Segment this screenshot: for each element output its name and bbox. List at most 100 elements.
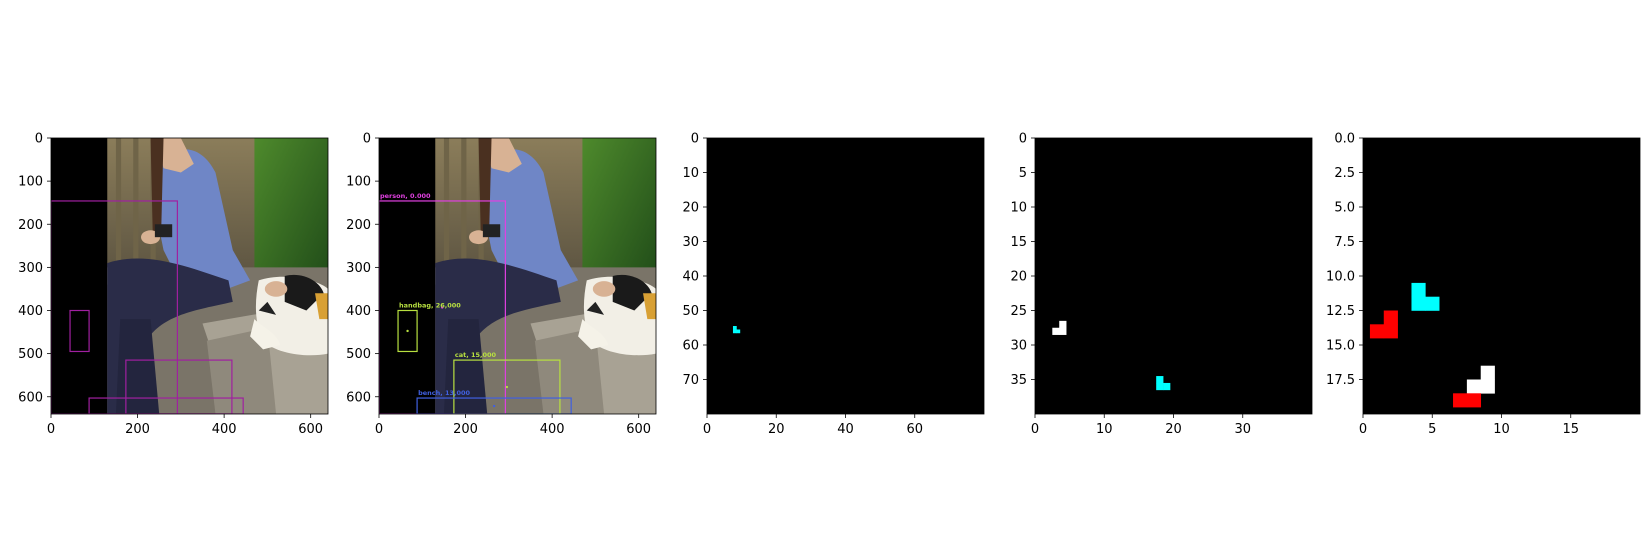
grid-cell	[1052, 327, 1060, 335]
grid-cell	[1480, 379, 1495, 394]
panel-grid-80: 0 20 40 60 0 10 20 30 40 50 60 70	[682, 132, 985, 437]
grid-cell	[1466, 393, 1482, 408]
y-tick-label: 600	[18, 390, 43, 405]
y-tick-label: 17.5	[1326, 373, 1355, 388]
panel-detection-boxes: 0 200 400 600 0 100 200 300 400 500 600	[18, 132, 329, 437]
y-tick-label: 400	[18, 304, 43, 319]
panel-grid-20: 0 5 10 15 0.0 2.5 5.0 7.5 10.0 12.5 15.0 17.5	[1326, 132, 1641, 437]
y-tick-label: 12.5	[1326, 304, 1355, 319]
y-tick-label: 70	[682, 373, 699, 388]
y-tick-label: 400	[346, 304, 371, 319]
y-tick-label: 500	[18, 347, 43, 362]
y-tick-label: 100	[18, 175, 43, 190]
grid-cell	[1453, 393, 1468, 408]
y-tick-label: 25	[1010, 304, 1027, 319]
bbox-center-dot	[440, 306, 444, 309]
y-tick-label: 0	[1019, 132, 1027, 147]
x-tick-label: 15	[1562, 422, 1579, 437]
bbox-handbag	[397, 309, 418, 353]
y-tick-label: 5.0	[1334, 201, 1355, 216]
x-tick-label: 400	[540, 422, 565, 437]
x-tick-label: 10	[1493, 422, 1510, 437]
grid-background	[707, 138, 984, 414]
y-tick-label: 20	[1010, 270, 1027, 285]
x-tick-label: 0	[1031, 422, 1039, 437]
x-tick-label: 0	[47, 422, 55, 437]
y-tick-label: 5	[1019, 166, 1027, 181]
y-tick-label: 200	[18, 218, 43, 233]
y-tick-label: 10	[682, 166, 699, 181]
x-tick-label: 30	[1234, 422, 1251, 437]
grid-cell	[1163, 382, 1171, 391]
bbox-center-dot	[492, 404, 496, 408]
y-tick-label: 7.5	[1334, 235, 1355, 250]
bbox-label: person, 0.000	[380, 192, 431, 200]
bbox-person	[51, 200, 178, 414]
y-tick-label: 15.0	[1326, 339, 1355, 354]
x-tick-label: 40	[837, 422, 854, 437]
x-tick-label: 600	[298, 422, 323, 437]
grid-cell	[1383, 324, 1398, 339]
grid-cell	[1156, 382, 1164, 391]
y-tick-label: 2.5	[1334, 166, 1355, 181]
photo-background	[51, 138, 328, 414]
bbox-handbag	[69, 309, 90, 353]
bbox-center-dot	[406, 329, 409, 333]
bbox-label: bench, 13,000	[418, 389, 470, 397]
panel-grid-40: 0 10 20 30 0 5 10 15 20 25 30 35	[1010, 132, 1313, 437]
grid-cell	[1383, 310, 1398, 325]
grid-background	[1035, 138, 1312, 414]
x-tick-label: 400	[212, 422, 237, 437]
grid-background	[1363, 138, 1640, 414]
y-tick-label: 30	[1010, 339, 1027, 354]
x-tick-label: 0	[375, 422, 383, 437]
y-tick-label: 50	[682, 304, 699, 319]
grid-cell	[1156, 376, 1164, 384]
axes-frame	[50, 137, 329, 415]
bbox-bench	[88, 397, 244, 414]
x-tick-label: 200	[125, 422, 150, 437]
grid-cell	[736, 329, 741, 334]
grid-cell	[1411, 296, 1426, 311]
y-tick-label: 15	[1010, 235, 1027, 250]
y-tick-label: 0.0	[1334, 132, 1355, 147]
panel-detection-labels: person, 0.000 handbag, 26,000 cat, 15,000 b…	[346, 132, 657, 437]
y-tick-label: 20	[682, 201, 699, 216]
y-tick-label: 10	[1010, 201, 1027, 216]
bbox-person	[379, 200, 506, 414]
y-tick-label: 200	[346, 218, 371, 233]
y-tick-label: 60	[682, 339, 699, 354]
x-tick-label: 60	[906, 422, 923, 437]
x-tick-label: 0	[703, 422, 711, 437]
y-tick-label: 35	[1010, 373, 1027, 388]
x-tick-label: 20	[1165, 422, 1182, 437]
bbox-center-dot	[505, 385, 509, 389]
grid-cell	[1411, 282, 1426, 297]
y-tick-label: 40	[682, 270, 699, 285]
bbox-cat	[453, 359, 561, 414]
x-tick-label: 0	[1359, 422, 1367, 437]
grid-cell	[1059, 320, 1067, 329]
bbox-label: cat, 15,000	[455, 351, 497, 359]
grid-cell	[1369, 324, 1385, 339]
y-tick-label: 300	[18, 261, 43, 276]
grid-cell	[1059, 327, 1067, 335]
y-tick-label: 100	[346, 175, 371, 190]
bbox-bench	[416, 397, 572, 414]
grid-cell	[1425, 296, 1440, 311]
grid-cell	[1480, 365, 1495, 380]
y-tick-label: 600	[346, 390, 371, 405]
y-tick-label: 10.0	[1326, 270, 1355, 285]
x-tick-label: 200	[453, 422, 478, 437]
axes-frame	[378, 137, 657, 415]
bbox-label: handbag, 26,000	[399, 302, 461, 310]
y-tick-label: 30	[682, 235, 699, 250]
x-tick-label: 20	[768, 422, 785, 437]
bbox-cat	[125, 359, 233, 414]
x-tick-label: 5	[1428, 422, 1436, 437]
y-tick-label: 0	[363, 132, 371, 147]
grid-cell	[732, 326, 737, 330]
y-tick-label: 300	[346, 261, 371, 276]
photo-background	[379, 138, 656, 414]
